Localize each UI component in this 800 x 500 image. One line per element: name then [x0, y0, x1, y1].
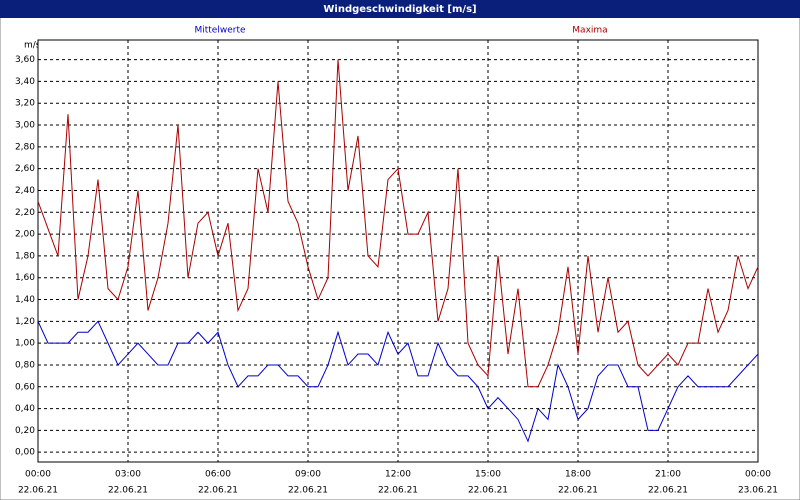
x-tick-date: 22.06.21 — [468, 486, 508, 496]
y-tick-label: 3,00 — [15, 121, 35, 131]
x-tick-date: 22.06.21 — [378, 486, 418, 496]
x-tick-date: 22.06.21 — [648, 486, 688, 496]
x-tick-label: 03:00 — [115, 470, 141, 480]
x-tick-date: 22.06.21 — [288, 486, 328, 496]
y-tick-label: 2,80 — [15, 142, 35, 152]
title-bar — [0, 0, 800, 18]
y-tick-label: 0,00 — [15, 448, 35, 458]
x-tick-label: 06:00 — [205, 470, 231, 480]
y-tick-label: 1,00 — [15, 339, 35, 349]
y-tick-label: 3,60 — [15, 55, 35, 65]
x-tick-label: 09:00 — [295, 470, 321, 480]
x-tick-label: 12:00 — [385, 470, 411, 480]
x-tick-label: 00:00 — [25, 470, 51, 480]
y-tick-label: 0,80 — [15, 360, 35, 370]
x-tick-label: 15:00 — [475, 470, 501, 480]
chart-title: Windgeschwindigkeit [m/s] — [323, 4, 476, 15]
x-tick-label: 18:00 — [565, 470, 591, 480]
x-tick-label: 00:00 — [745, 470, 771, 480]
legend-entry: Mittelwerte — [194, 26, 245, 36]
x-tick-date: 22.06.21 — [18, 486, 58, 496]
y-tick-label: 1,60 — [15, 273, 35, 283]
y-tick-label: 3,20 — [15, 99, 35, 109]
x-tick-date: 22.06.21 — [108, 486, 148, 496]
y-tick-label: 2,60 — [15, 164, 35, 174]
y-tick-label: 2,00 — [15, 230, 35, 240]
x-tick-date: 22.06.21 — [198, 486, 238, 496]
y-tick-label: 0,40 — [15, 404, 35, 414]
y-tick-label: 1,80 — [15, 251, 35, 261]
data-line — [37, 320, 759, 443]
y-tick-label: 3,40 — [15, 77, 35, 87]
y-tick-label: 0,20 — [15, 426, 35, 436]
y-tick-label: 2,40 — [15, 186, 35, 196]
data-line — [37, 59, 759, 388]
legend-entry: Maxima — [572, 26, 607, 36]
x-tick-date: 23.06.21 — [738, 486, 778, 496]
x-tick-date: 22.06.21 — [558, 486, 598, 496]
x-tick-label: 21:00 — [655, 470, 681, 480]
y-tick-label: 2,20 — [15, 208, 35, 218]
y-tick-label: 1,40 — [15, 295, 35, 305]
y-tick-label: 0,60 — [15, 382, 35, 392]
y-tick-label: 1,20 — [15, 317, 35, 327]
y-axis-label: m/s — [24, 41, 41, 51]
